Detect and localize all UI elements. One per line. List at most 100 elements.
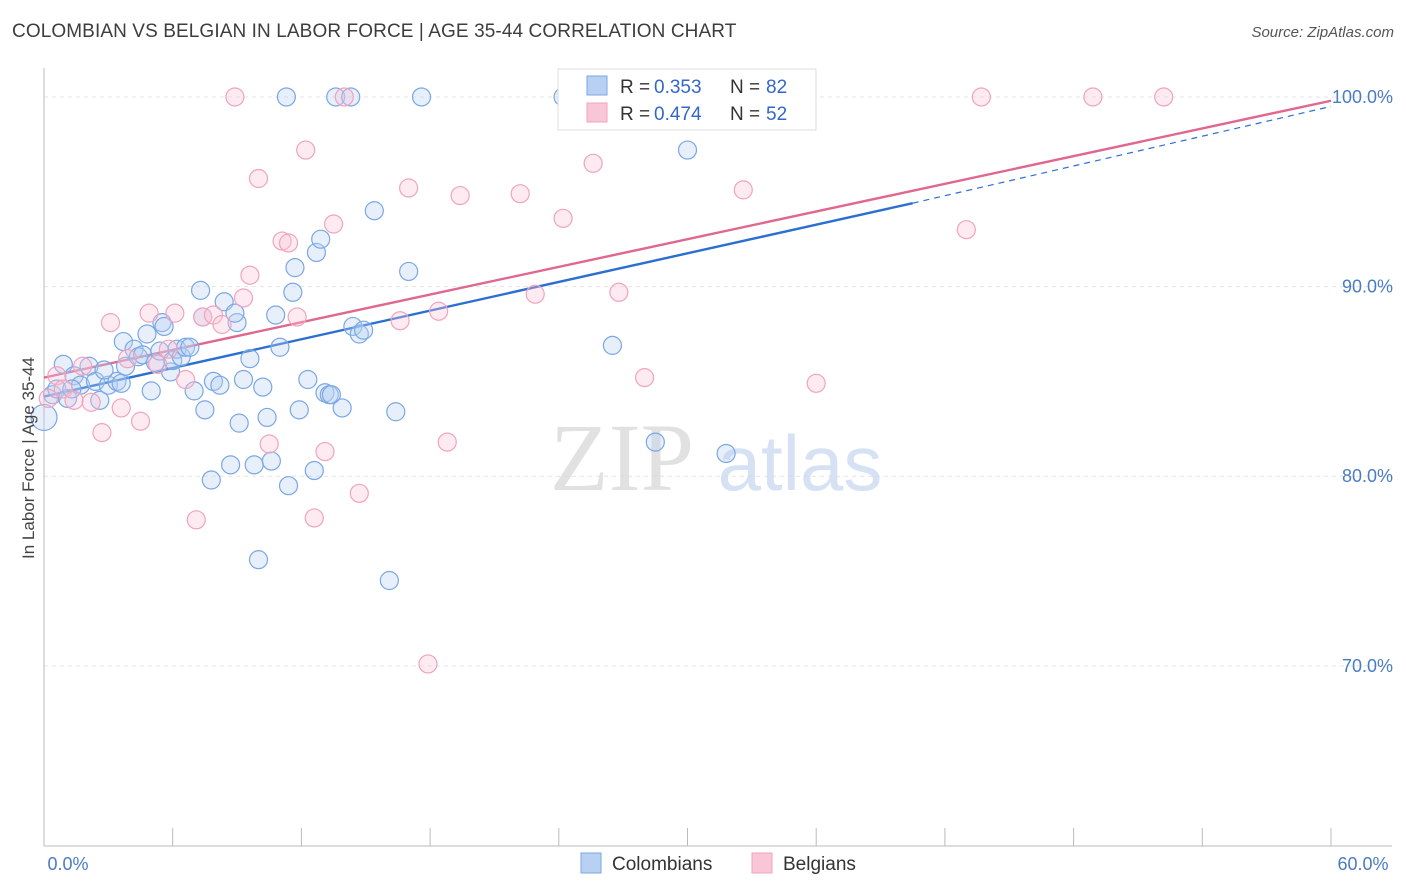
colombian-point-75 <box>645 432 665 452</box>
grid-lines <box>44 96 1392 667</box>
belgian-point-34 <box>390 311 410 331</box>
belgian-point-15 <box>175 369 196 390</box>
y-tick-label-3: 100.0% <box>1332 87 1393 107</box>
legend-r-label-1: R = <box>620 77 650 98</box>
belgian-point-27 <box>287 307 307 327</box>
colombian-point-63 <box>343 316 363 337</box>
colombian-point-72 <box>411 87 432 107</box>
belgian-point-51 <box>1154 87 1174 107</box>
colombian-point-57 <box>311 229 331 249</box>
legend-r-value-2: 0.474 <box>654 104 702 125</box>
belgian-point-0 <box>38 388 58 409</box>
colombian-point-76 <box>677 140 698 160</box>
source-label: Source: ZipAtlas.com <box>1251 24 1394 41</box>
colombian-point-78 <box>716 443 736 464</box>
colombian-point-40 <box>229 413 249 433</box>
legend-n-value-1: 82 <box>766 77 787 98</box>
colombian-point-51 <box>283 282 303 302</box>
colombian-point-66 <box>364 201 384 221</box>
colombian-point-74 <box>602 335 623 355</box>
belgian-point-7 <box>100 313 121 333</box>
legend-swatch-colombians <box>586 75 608 96</box>
colombian-point-18 <box>137 324 157 344</box>
colombian-point-52 <box>285 258 305 278</box>
y-tick-label-1: 80.0% <box>1342 466 1393 486</box>
colombian-point-45 <box>253 377 273 397</box>
belgian-point-19 <box>212 314 232 335</box>
legend-swatch-belgians <box>586 102 608 123</box>
y-axis-label: In Labor Force | Age 35-44 <box>19 357 38 559</box>
belgian-point-30 <box>315 441 335 462</box>
belgian-point-22 <box>240 265 260 285</box>
belgian-point-3 <box>64 390 84 410</box>
belgian-point-21 <box>233 288 254 308</box>
belgians-trend-line <box>43 99 1332 379</box>
belgian-point-49 <box>971 87 991 107</box>
y-tick-label-0: 70.0% <box>1342 656 1393 676</box>
belgian-point-6 <box>92 423 112 443</box>
colombian-point-68 <box>386 402 406 422</box>
colombian-point-29 <box>180 337 200 357</box>
belgian-point-9 <box>118 349 138 369</box>
colombian-point-81 <box>225 303 245 323</box>
colombian-point-49 <box>270 337 290 357</box>
belgian-point-23 <box>248 168 269 189</box>
colombian-point-46 <box>257 407 277 428</box>
legend-n-label-2: N = <box>730 104 760 125</box>
colombian-point-80 <box>94 360 114 380</box>
belgian-point-47 <box>806 373 826 393</box>
legend-bottom: Colombians Belgians <box>580 852 856 875</box>
colombian-point-60 <box>321 385 342 405</box>
colombian-point-65 <box>354 320 374 340</box>
colombian-point-70 <box>276 87 296 107</box>
colombian-point-0 <box>30 403 58 432</box>
belgian-point-13 <box>158 339 179 359</box>
belgian-point-12 <box>148 354 168 374</box>
belgian-point-33 <box>349 483 369 503</box>
belgian-point-16 <box>186 510 206 530</box>
belgian-point-43 <box>583 153 603 173</box>
colombian-point-28 <box>175 337 196 357</box>
colombians-trend-extension <box>912 105 1332 204</box>
colombian-point-33 <box>195 400 215 420</box>
bottom-legend-swatch-colombians <box>580 852 602 874</box>
colombian-point-41 <box>233 369 254 390</box>
colombian-point-23 <box>154 316 174 337</box>
colombian-point-55 <box>304 460 324 481</box>
belgian-point-36 <box>418 654 438 674</box>
colombian-point-38 <box>221 455 241 475</box>
belgian-point-5 <box>81 392 101 412</box>
y-tick-label-2: 90.0% <box>1342 277 1393 297</box>
colombians-points <box>30 87 736 591</box>
belgian-point-10 <box>130 411 151 431</box>
belgian-point-14 <box>165 303 185 323</box>
legend-r-value-1: 0.353 <box>654 77 702 98</box>
colombian-point-71 <box>341 87 361 107</box>
chart-title: COLOMBIAN VS BELGIAN IN LABOR FORCE | AG… <box>12 21 737 42</box>
belgian-point-4 <box>73 356 93 376</box>
x-tick-label-max: 60.0% <box>1337 854 1388 874</box>
legend-n-label-1: N = <box>730 77 760 98</box>
colombian-point-19 <box>141 381 161 401</box>
colombian-point-39 <box>227 313 247 333</box>
belgian-point-20 <box>225 87 245 107</box>
belgian-point-37 <box>429 301 449 321</box>
colombian-point-67 <box>379 570 399 591</box>
belgian-point-32 <box>334 87 354 107</box>
colombian-point-47 <box>261 451 281 471</box>
colombian-point-42 <box>240 349 260 369</box>
belgian-point-24 <box>259 434 279 454</box>
colombian-point-69 <box>399 261 419 282</box>
colombian-point-14 <box>115 356 136 376</box>
belgian-point-28 <box>296 140 316 160</box>
belgian-point-45 <box>634 368 655 388</box>
colombian-point-54 <box>298 369 318 390</box>
trend-lines <box>43 99 1332 398</box>
belgian-point-29 <box>304 508 324 528</box>
colombian-point-36 <box>210 375 230 395</box>
colombians-trend-line <box>43 201 913 398</box>
belgian-point-40 <box>510 184 530 204</box>
colombian-point-44 <box>248 550 269 570</box>
bottom-legend-swatch-belgians <box>751 852 773 874</box>
